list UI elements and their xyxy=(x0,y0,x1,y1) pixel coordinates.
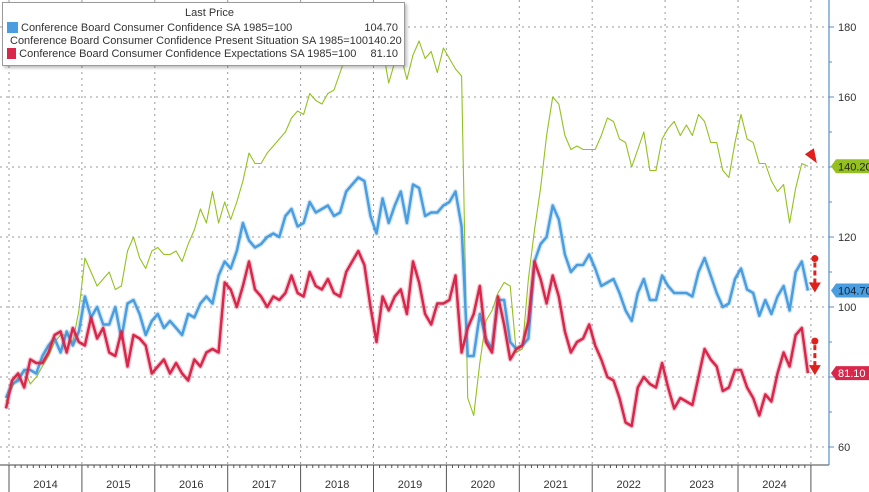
last-value-label: 104.70 xyxy=(838,286,869,298)
legend-title: Last Price xyxy=(185,7,234,19)
arrow-annotation-tip xyxy=(808,282,821,293)
legend-value: 140.20 xyxy=(368,34,402,47)
x-tick-label: 2017 xyxy=(252,479,276,491)
last-value-tag xyxy=(831,366,869,381)
y-tick-label: 60 xyxy=(838,442,850,454)
x-tick-label: 2020 xyxy=(471,479,495,491)
last-value-label: 81.10 xyxy=(838,368,866,380)
legend-item: Conference Board Consumer Confidence SA … xyxy=(3,21,404,34)
x-tick-label: 2015 xyxy=(106,479,130,491)
y-tick-label: 180 xyxy=(838,22,856,34)
legend-label: Conference Board Consumer Confidence Exp… xyxy=(19,47,357,60)
last-value-label: 140.20 xyxy=(838,161,869,173)
y-tick-label: 100 xyxy=(838,302,856,314)
series-line-headline xyxy=(4,176,810,399)
legend-item: Conference Board Consumer Confidence Exp… xyxy=(3,47,404,60)
legend-value: 81.10 xyxy=(370,47,398,60)
x-tick-label: 2021 xyxy=(544,479,568,491)
legend: Last Price Conference Board Consumer Con… xyxy=(2,2,405,66)
arrow-annotation-head xyxy=(811,337,819,345)
y-tick-label: 160 xyxy=(838,92,856,104)
legend-item: Conference Board Consumer Confidence Pre… xyxy=(3,34,404,47)
legend-label: Conference Board Consumer Confidence Pre… xyxy=(10,34,369,47)
series-line-expectations xyxy=(4,249,810,428)
arrow-annotation-tip xyxy=(808,365,821,376)
series-line-glow xyxy=(3,248,811,429)
series-line-present-situation xyxy=(5,40,809,417)
legend-value: 104.70 xyxy=(364,21,398,34)
y-tick-label: 120 xyxy=(838,232,856,244)
x-tick-label: 2019 xyxy=(398,479,422,491)
legend-swatch xyxy=(7,22,18,33)
x-tick-label: 2014 xyxy=(33,479,57,491)
x-tick-label: 2023 xyxy=(689,479,713,491)
last-value-tag xyxy=(831,283,869,298)
last-value-tag xyxy=(831,159,869,174)
x-tick-label: 2024 xyxy=(762,479,786,491)
x-tick-label: 2018 xyxy=(325,479,349,491)
legend-label: Conference Board Consumer Confidence SA … xyxy=(21,21,293,34)
x-tick-label: 2022 xyxy=(616,479,640,491)
arrow-annotation-icon xyxy=(804,148,817,164)
x-tick-label: 2016 xyxy=(179,479,203,491)
legend-swatch xyxy=(7,48,17,59)
arrow-annotation-head xyxy=(811,255,819,263)
